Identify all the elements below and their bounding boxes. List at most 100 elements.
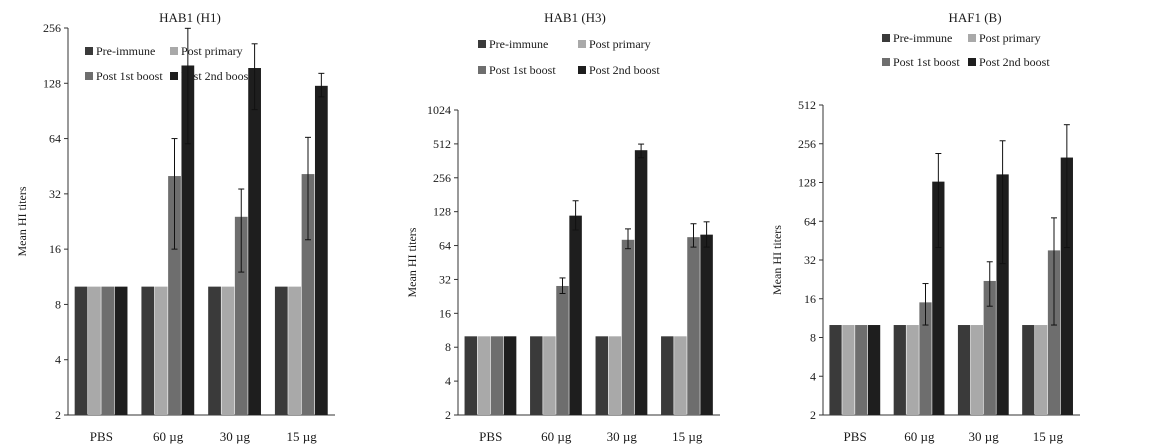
bar [906,325,919,415]
bar [608,336,622,415]
y-tick-label: 2 [55,408,61,422]
x-tick-label: 15 µg [672,429,703,444]
bar [595,336,609,415]
bar [181,65,195,416]
x-tick-label: PBS [479,429,502,444]
y-axis-label: Mean HI titers [15,186,29,256]
y-tick-label: 16 [439,306,451,320]
bar [530,336,543,415]
y-tick-label: 64 [804,214,816,228]
bar [141,286,155,415]
x-tick-label: PBS [90,429,113,444]
bar [288,286,302,415]
legend-swatch [578,40,586,48]
chart-title: HAF1 (B) [948,10,1001,25]
bar [301,174,315,415]
legend-swatch [478,66,486,74]
chart-title: HAB1 (H3) [544,10,606,25]
chart-haf1-b: HAF1 (B) Pre-immune Post primary Post 1st b… [770,10,1080,444]
y-tick-label: 8 [55,297,61,311]
bar [114,286,128,415]
bar [74,286,88,415]
legend-item: Post 2nd boost [578,63,660,77]
bar [101,286,115,415]
bar [970,325,984,415]
x-tick-label: PBS [844,429,867,444]
bar [700,234,713,415]
legend-item: Post 2nd boost [170,69,252,83]
legend-item: Post primary [578,37,651,51]
legend-item: Post primary [968,31,1041,45]
bar [661,336,674,415]
legend-swatch [170,47,178,55]
y-tick-label: 2 [445,408,451,422]
y-tick-label: 64 [439,239,451,253]
legend-label: Post primary [979,31,1041,45]
bar [556,285,569,415]
chart-hab1-h1: HAB1 (H1) Pre-immune Post primary Post 1st … [15,10,335,444]
y-tick-label: 1024 [427,103,451,117]
y-tick-label: 32 [439,272,451,286]
x-tick-label: 30 µg [220,429,251,444]
legend-label: Post 2nd boost [589,63,660,77]
bar [674,336,687,415]
legend-swatch [85,47,93,55]
y-tick-label: 64 [49,132,61,146]
legend-item: Post 1st boost [478,63,556,77]
y-tick-label: 128 [798,176,816,190]
bar [274,286,288,415]
legend-label: Post 1st boost [489,63,556,77]
bar [221,286,235,415]
bar [996,174,1009,415]
bar [234,216,248,415]
x-tick-label: 30 µg [969,429,1000,444]
y-tick-label: 256 [433,171,451,185]
bar [314,85,328,416]
bar [829,325,842,415]
legend-label: Post 2nd boost [979,55,1050,69]
y-tick-label: 128 [433,205,451,219]
legend-swatch [968,34,976,42]
legend-item: Pre-immune [85,44,155,58]
legend-item: Post primary [170,44,243,58]
y-tick-label: 4 [810,369,816,383]
y-tick-label: 256 [798,137,816,151]
legend-swatch [578,66,586,74]
bar [1047,250,1061,415]
legend-swatch [882,58,890,66]
x-tick-label: 60 µg [153,429,184,444]
y-tick-label: 16 [49,242,61,256]
y-tick-label: 32 [804,253,816,267]
legend-label: Post 2nd boost [181,69,252,83]
legend-swatch [478,40,486,48]
legend-label: Pre-immune [489,37,548,51]
y-tick-label: 512 [798,98,816,112]
y-tick-label: 8 [810,331,816,345]
bar [842,325,855,415]
legend-item: Pre-immune [478,37,548,51]
bar [1035,325,1048,415]
x-tick-label: 60 µg [541,429,572,444]
y-axis-label: Mean HI titers [770,225,784,295]
legend-label: Pre-immune [893,31,952,45]
bar [919,302,932,415]
y-tick-label: 32 [49,187,61,201]
bar [569,215,582,415]
legend-label: Post 1st boost [893,55,960,69]
x-tick-label: 15 µg [1033,429,1064,444]
legend-swatch [968,58,976,66]
y-tick-label: 512 [433,137,451,151]
y-tick-label: 16 [804,292,816,306]
legend-swatch [170,72,178,80]
bar [464,336,478,415]
y-tick-label: 4 [55,353,61,367]
y-tick-label: 256 [43,21,61,35]
legend-swatch [85,72,93,80]
legend-label: Post 1st boost [96,69,163,83]
bar [867,325,881,415]
legend-item: Pre-immune [882,31,952,45]
bar [957,325,971,415]
bar [168,176,181,415]
bar [1060,157,1073,415]
bar [248,68,261,415]
